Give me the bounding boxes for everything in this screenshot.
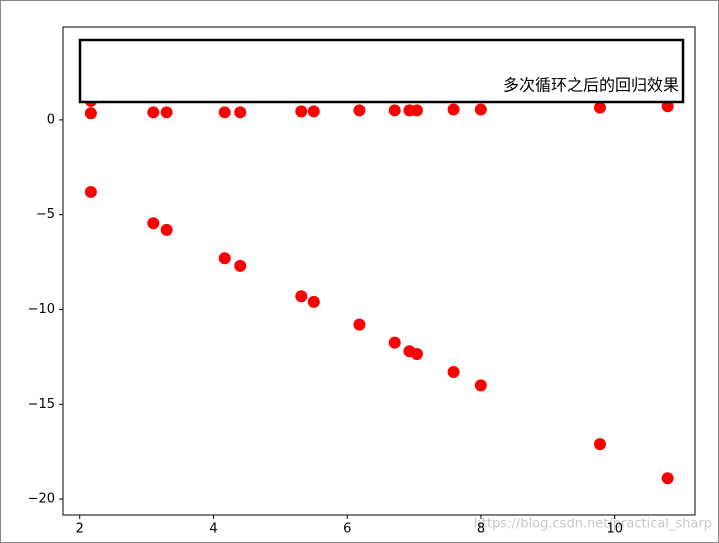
point	[593, 101, 606, 114]
point	[218, 106, 231, 119]
point	[295, 290, 308, 303]
point	[234, 106, 247, 119]
x-tick-label: 8	[477, 522, 485, 537]
point	[307, 295, 320, 308]
point	[234, 259, 247, 272]
point	[295, 105, 308, 118]
annotation-box	[78, 38, 685, 104]
point	[410, 348, 423, 361]
point	[388, 336, 401, 349]
point	[593, 438, 606, 451]
y-tick-label: −20	[28, 492, 55, 507]
point	[218, 252, 231, 265]
plot-area	[62, 26, 696, 516]
point	[447, 366, 460, 379]
point	[84, 185, 97, 198]
point	[388, 104, 401, 117]
point	[474, 103, 487, 116]
y-tick-label: −10	[28, 302, 55, 317]
point	[147, 106, 160, 119]
watermark: https://blog.csdn.net/practical_sharp	[474, 517, 712, 532]
x-tick-label: 10	[606, 522, 623, 537]
point	[410, 104, 423, 117]
y-tick-label: 0	[47, 112, 55, 127]
point	[307, 105, 320, 118]
point	[84, 107, 97, 120]
point	[447, 103, 460, 116]
point	[353, 318, 366, 331]
point	[661, 472, 674, 485]
annotation: 多次循环之后的回归效果	[503, 76, 679, 95]
point	[160, 106, 173, 119]
x-tick-label: 6	[343, 522, 351, 537]
x-tick-label: 2	[76, 522, 84, 537]
y-tick-label: −15	[28, 397, 55, 412]
point	[160, 223, 173, 236]
x-tick-label: 4	[209, 522, 217, 537]
point	[353, 104, 366, 117]
point	[474, 379, 487, 392]
point	[147, 217, 160, 230]
y-tick-label: −5	[36, 207, 55, 222]
